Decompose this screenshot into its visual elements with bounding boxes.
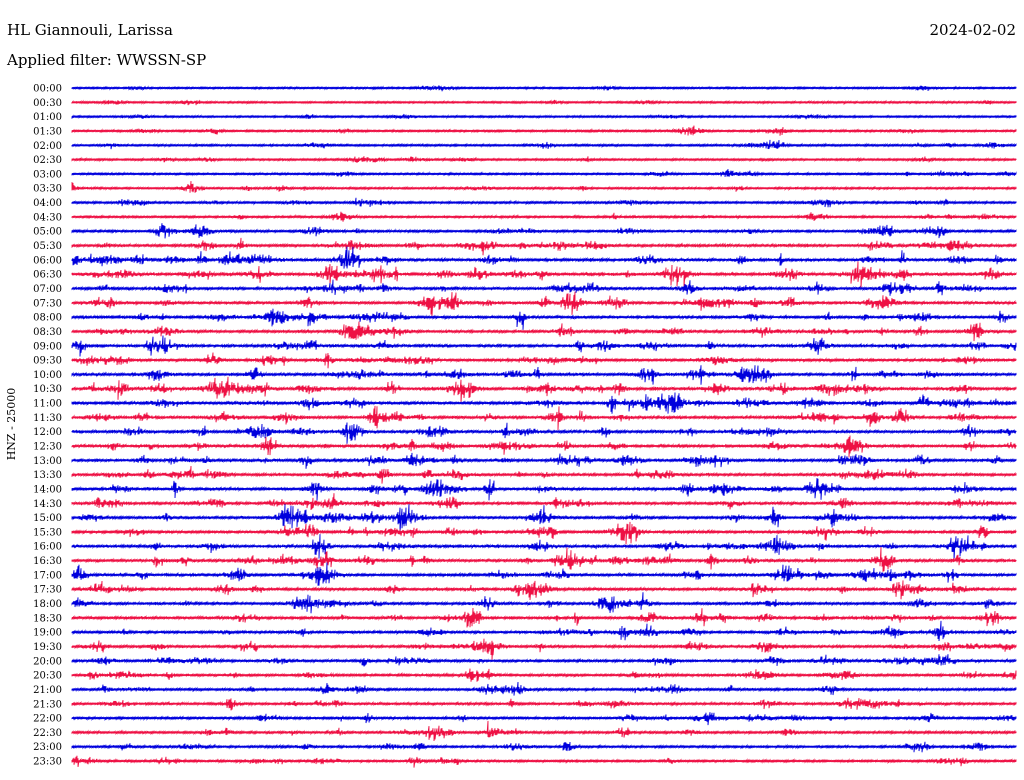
trace-row-0530 — [71, 237, 1017, 256]
time-label-2230: 22:30 — [33, 728, 62, 739]
time-label-2200: 22:00 — [33, 714, 62, 725]
trace-row-1600 — [71, 534, 1017, 561]
time-label-0130: 01:30 — [33, 126, 62, 137]
trace-row-0600 — [71, 246, 1017, 269]
time-label-2330: 23:30 — [33, 757, 62, 768]
time-label-0000: 00:00 — [33, 84, 62, 95]
time-label-1400: 14:00 — [33, 484, 62, 495]
time-label-1230: 12:30 — [33, 442, 62, 453]
trace-row-1900 — [71, 620, 1017, 642]
trace-row-1730 — [71, 580, 1017, 601]
trace-row-1200 — [71, 422, 1017, 444]
time-label-1000: 10:00 — [33, 370, 62, 381]
time-label-0800: 08:00 — [33, 313, 62, 324]
trace-row-0330 — [71, 181, 1017, 193]
time-label-1130: 11:30 — [33, 413, 62, 424]
time-label-0730: 07:30 — [33, 298, 62, 309]
time-label-1300: 13:00 — [33, 456, 62, 467]
time-label-2030: 20:30 — [33, 671, 62, 682]
time-label-1200: 12:00 — [33, 427, 62, 438]
time-label-1430: 14:30 — [33, 499, 62, 510]
time-label-0630: 06:30 — [33, 270, 62, 281]
time-label-2130: 21:30 — [33, 699, 62, 710]
time-label-2300: 23:00 — [33, 742, 62, 753]
time-label-1830: 18:30 — [33, 613, 62, 624]
time-label-0400: 04:00 — [33, 198, 62, 209]
time-label-1730: 17:30 — [33, 585, 62, 596]
trace-row-1030 — [71, 376, 1017, 403]
filter-label: Applied filter: WWSSN-SP — [7, 51, 207, 69]
time-label-0030: 00:30 — [33, 98, 62, 109]
time-label-1530: 15:30 — [33, 527, 62, 538]
time-label-0830: 08:30 — [33, 327, 62, 338]
time-labels: 00:00 00:30 01:00 01:30 02:00 02:30 03:00 03:30… — [33, 84, 62, 768]
time-label-1330: 13:30 — [33, 470, 62, 481]
time-label-0100: 01:00 — [33, 112, 62, 123]
time-label-0430: 04:30 — [33, 212, 62, 223]
time-label-0300: 03:00 — [33, 169, 62, 180]
time-label-1930: 19:30 — [33, 642, 62, 653]
time-label-0530: 05:30 — [33, 241, 62, 252]
trace-row-1530 — [71, 521, 1017, 545]
time-label-2000: 20:00 — [33, 656, 62, 667]
trace-row-0800 — [71, 308, 1017, 330]
seismic-traces — [71, 84, 1017, 768]
time-label-1700: 17:00 — [33, 570, 62, 581]
time-label-0330: 03:30 — [33, 184, 62, 195]
time-label-2100: 21:00 — [33, 685, 62, 696]
time-label-0230: 02:30 — [33, 155, 62, 166]
date-label: 2024-02-02 — [929, 21, 1016, 39]
time-label-0200: 02:00 — [33, 141, 62, 152]
time-label-1600: 16:00 — [33, 542, 62, 553]
time-label-1100: 11:00 — [33, 399, 62, 410]
trace-row-0730 — [71, 291, 1017, 316]
time-label-0600: 06:00 — [33, 255, 62, 266]
trace-row-1930 — [71, 638, 1017, 660]
time-label-0700: 07:00 — [33, 284, 62, 295]
time-label-0900: 09:00 — [33, 341, 62, 352]
time-label-1800: 18:00 — [33, 599, 62, 610]
time-label-1900: 19:00 — [33, 628, 62, 639]
time-label-1030: 10:30 — [33, 384, 62, 395]
trace-row-2230 — [71, 720, 1017, 742]
trace-row-0300 — [71, 169, 1017, 178]
time-label-1500: 15:00 — [33, 513, 62, 524]
time-label-1630: 16:30 — [33, 556, 62, 567]
station-title: HL Giannouli, Larissa — [7, 21, 173, 39]
time-label-0930: 09:30 — [33, 356, 62, 367]
time-label-0500: 05:00 — [33, 227, 62, 238]
